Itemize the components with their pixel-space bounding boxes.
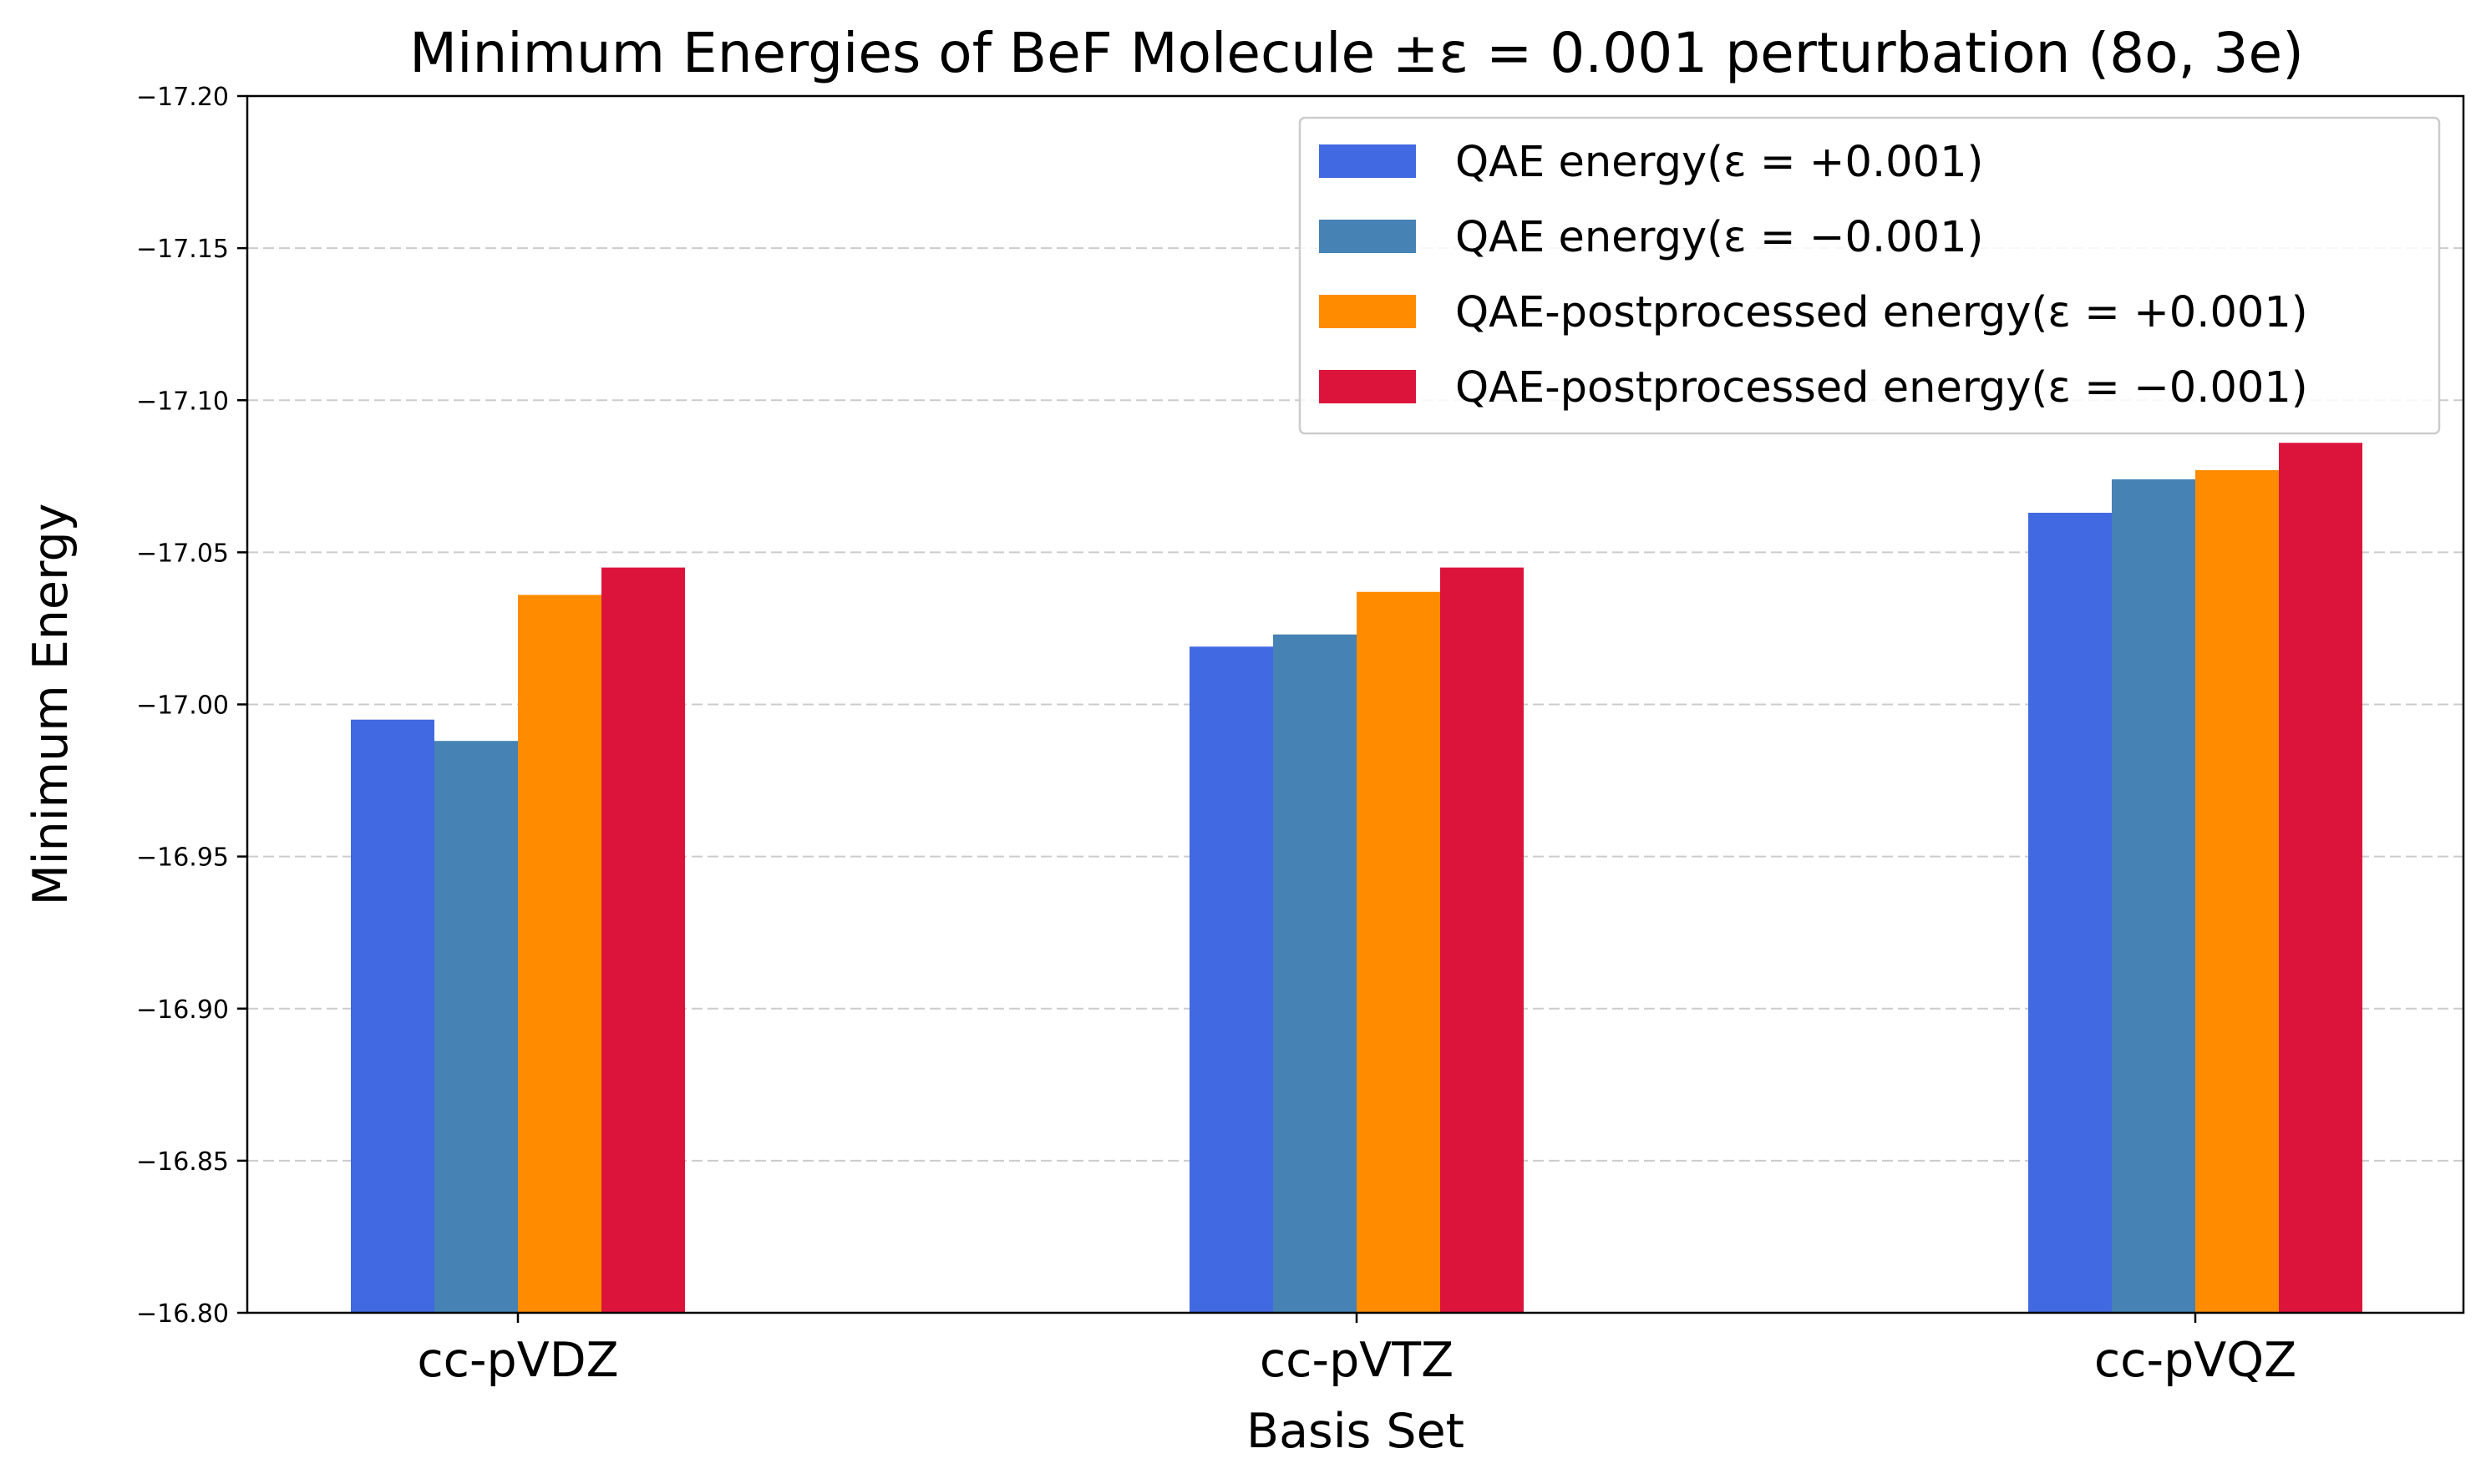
bar	[1357, 591, 1440, 1313]
legend-entry: QAE-postprocessed energy(ε = −0.001)	[1455, 363, 2308, 413]
legend-entry: QAE energy(ε = +0.001)	[1455, 138, 1983, 187]
y-tick-label: −17.15	[136, 235, 229, 264]
x-tick-label: cc-pVTZ	[1260, 1333, 1454, 1388]
bar	[434, 741, 518, 1313]
legend-items: QAE energy(ε = +0.001) QAE energy(ε = −0.…	[1319, 138, 2308, 413]
y-tick-label: −17.20	[136, 83, 229, 112]
y-tick-label: −17.05	[136, 539, 229, 568]
y-tick-label: −16.95	[136, 843, 229, 873]
y-tick-label: −16.85	[136, 1147, 229, 1177]
bar	[1440, 567, 1524, 1313]
legend-swatch	[1319, 144, 1416, 178]
y-tick-label: −17.00	[136, 691, 229, 721]
legend-swatch	[1319, 370, 1416, 403]
legend-entry: QAE energy(ε = −0.001)	[1455, 213, 1983, 262]
bar	[2112, 479, 2195, 1313]
y-axis-label: Minimum Energy	[23, 504, 79, 906]
y-tick-label: −16.80	[136, 1299, 229, 1329]
bar	[1273, 634, 1357, 1313]
bars	[351, 443, 2362, 1313]
x-axis-ticks: cc-pVDZ cc-pVTZ cc-pVQZ	[417, 1313, 2296, 1388]
legend-entry: QAE-postprocessed energy(ε = +0.001)	[1455, 288, 2308, 337]
legend-box	[1298, 116, 2441, 435]
bar	[1190, 646, 1273, 1313]
chart-title: Minimum Energies of BeF Molecule ±ε = 0.…	[409, 21, 2304, 85]
legend-swatch	[1319, 220, 1416, 253]
bar	[2028, 513, 2112, 1313]
bar	[518, 595, 601, 1313]
legend: QAE energy(ε = +0.001) QAE energy(ε = −0.…	[1298, 116, 2441, 435]
y-axis-ticks: −17.20 −17.15 −17.10 −17.05 −17.00 −16.95 −16.…	[136, 83, 247, 1329]
bar	[2279, 443, 2362, 1313]
y-tick-label: −17.10	[136, 387, 229, 416]
x-axis-label: Basis Set	[1246, 1404, 1464, 1459]
x-tick-label: cc-pVDZ	[417, 1333, 618, 1388]
bar	[601, 567, 685, 1313]
bar	[351, 719, 434, 1313]
x-tick-label: cc-pVQZ	[2094, 1333, 2296, 1388]
bar	[2195, 470, 2279, 1313]
y-tick-label: −16.90	[136, 995, 229, 1025]
legend-swatch	[1319, 295, 1416, 328]
